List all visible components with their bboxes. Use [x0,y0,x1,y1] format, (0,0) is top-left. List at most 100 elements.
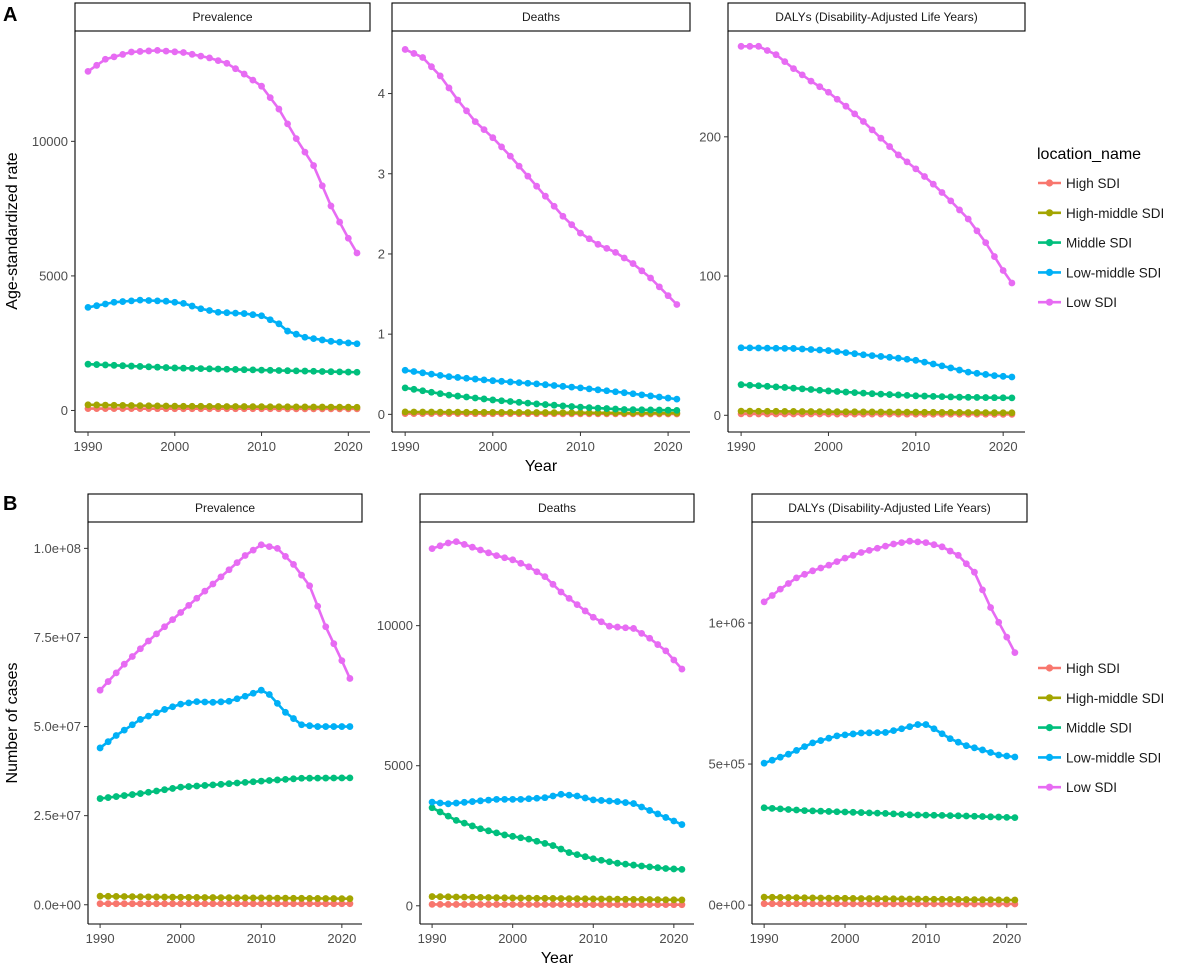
data-point [112,793,120,800]
data-point [817,564,825,572]
data-point [760,759,768,767]
data-point [1011,814,1019,822]
panel-b-prevalence: Prevalence 0.0e+00 2.5e+07 5.0e+07 7.5e+07 1.… [3,493,363,946]
y-tick-label: 2 [378,246,385,261]
data-point [501,831,509,839]
data-point [468,822,476,830]
data-point [162,364,170,371]
series-high-middle-sdi [84,401,361,411]
data-point [136,645,144,653]
facet-strip [74,2,371,32]
panel-a-prevalence: Prevalence 0 5000 10000 1990 2000 2010 2020 Age-… [3,2,371,454]
data-point [336,338,344,346]
data-point [898,810,906,818]
data-point [816,83,824,91]
data-point [857,809,865,816]
data-point [485,796,492,804]
data-point [306,582,314,590]
data-point [273,900,281,908]
data-point [971,744,978,752]
data-point [776,805,784,813]
data-point [962,896,970,903]
data-point [877,390,885,398]
data-point [785,580,792,587]
data-point [541,840,549,847]
data-point [428,893,436,900]
data-point [145,637,152,645]
data-point [214,57,222,64]
data-point [557,588,565,596]
data-point [525,795,533,803]
x-tick-label: 1990 [418,931,447,946]
data-point [330,640,338,648]
x-tick-label: 2010 [911,931,940,946]
data-point [273,776,281,784]
data-point [292,367,300,375]
data-point [594,409,602,417]
legend-key-point [1045,268,1054,276]
data-point [327,368,335,376]
data-point [585,385,593,393]
data-point [292,330,300,338]
data-point [201,698,209,706]
data-point [946,547,954,555]
data-point [622,860,629,868]
data-point [257,894,265,902]
data-point [517,795,525,803]
data-point [233,695,241,703]
data-point [306,774,314,782]
data-point [273,894,281,902]
x-tick-label: 2000 [478,439,507,454]
data-point [956,393,963,401]
data-point [346,675,354,682]
data-point [193,594,201,602]
data-point [647,274,654,282]
data-point [603,244,611,252]
data-point [670,901,678,909]
data-point [841,554,849,562]
data-point [275,403,283,411]
data-point [678,901,686,909]
data-point [873,729,881,737]
series-line [404,386,677,412]
data-point [506,409,514,416]
data-point [882,900,889,908]
data-point [240,70,248,78]
data-point [549,901,557,908]
data-point [629,390,637,398]
data-point [533,380,541,388]
data-point [428,545,436,553]
data-point [197,52,205,60]
x-tick-label: 2010 [247,439,276,454]
data-point [790,408,797,415]
data-point [776,585,784,593]
data-point [630,861,637,869]
legend-label: Low SDI [1066,295,1117,310]
data-point [868,390,876,398]
data-point [929,360,937,368]
data-point [452,816,460,824]
data-point [833,348,841,355]
data-point [233,779,241,787]
series-low-sdi [96,541,354,694]
data-point [353,340,361,348]
data-point [947,197,955,205]
data-point [816,346,824,354]
data-point [485,827,492,835]
data-point [445,391,453,399]
data-point [301,403,309,411]
data-point [119,298,127,305]
data-point [589,895,597,903]
series-middle-sdi [96,774,354,802]
data-point [938,393,946,401]
data-point [559,402,567,410]
legend-key-point [1045,209,1054,217]
data-point [605,797,613,805]
data-point [517,894,525,902]
data-point [860,351,867,359]
data-point [825,808,833,815]
legend-label: Middle SDI [1066,236,1132,251]
data-point [973,369,981,377]
data-point [760,804,768,812]
series-line [431,806,682,871]
